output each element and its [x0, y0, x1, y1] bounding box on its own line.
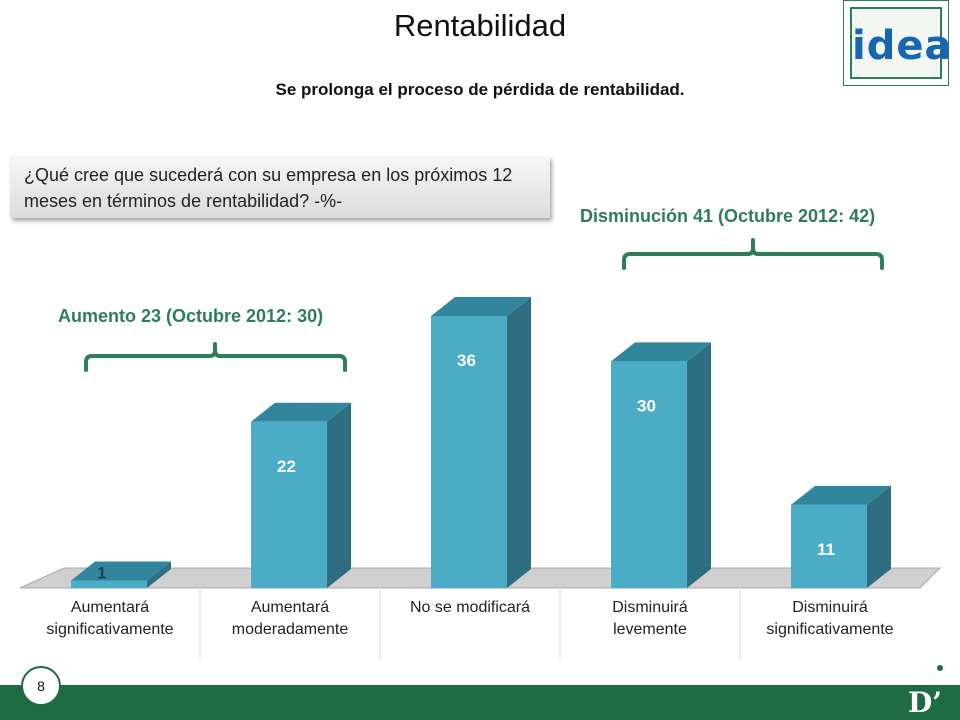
bar-top — [431, 297, 531, 316]
bar-front — [251, 421, 327, 588]
question-box: ¿Qué cree que sucederá con su empresa en… — [10, 156, 550, 218]
footer-bar — [0, 685, 960, 720]
data-label: 11 — [817, 540, 835, 559]
bar-top — [791, 485, 891, 505]
increase-group-label: Aumento 23 (Octubre 2012: 30) — [58, 306, 324, 326]
bar-5 — [791, 485, 891, 588]
category-label: Disminuirá — [792, 599, 868, 616]
category-label: Aumentará — [251, 599, 329, 616]
bar-top — [611, 342, 711, 362]
page-title: Rentabilidad — [393, 8, 567, 43]
decrease-brace — [622, 238, 884, 270]
bar-4 — [611, 342, 711, 588]
bar-side — [147, 561, 171, 588]
logo-frame: idea — [850, 7, 953, 79]
category-label: No se modificará — [410, 599, 530, 616]
bar-front — [431, 316, 507, 588]
category-label: levemente — [613, 621, 687, 638]
bar-side — [687, 342, 711, 588]
bar-side — [327, 402, 351, 588]
bar-front — [71, 580, 147, 588]
idea-logo: idea — [843, 0, 953, 86]
logo-text: idea — [852, 23, 953, 69]
bar-2 — [251, 402, 351, 588]
brand-mark: D’ — [908, 686, 943, 719]
category-label: Disminuirá — [612, 599, 688, 616]
question-text: ¿Qué cree que sucederá con su empresa en… — [24, 165, 513, 211]
page-number: 8 — [21, 666, 61, 706]
bar-side — [867, 485, 891, 588]
category-label: significativamente — [766, 621, 893, 638]
category-label: moderadamente — [232, 621, 349, 638]
data-label: 36 — [457, 351, 476, 370]
data-label: 30 — [637, 396, 656, 415]
footer-dot — [937, 665, 943, 671]
data-label: 1 — [97, 563, 106, 582]
data-label: 22 — [277, 457, 296, 476]
bar-3 — [431, 297, 531, 588]
bar-1 — [71, 561, 171, 588]
bar-side — [507, 297, 531, 588]
bar-front — [611, 361, 687, 588]
bar-top — [251, 402, 351, 422]
bar-top — [71, 561, 171, 581]
decrease-group-label: Disminución 41 (Octubre 2012: 42) — [580, 206, 876, 226]
increase-brace — [84, 342, 347, 372]
category-label: Aumentará — [71, 599, 149, 616]
page-subtitle: Se prolonga el proceso de pérdida de ren… — [275, 80, 685, 99]
bar-front — [791, 504, 867, 588]
category-label: significativamente — [46, 621, 173, 638]
